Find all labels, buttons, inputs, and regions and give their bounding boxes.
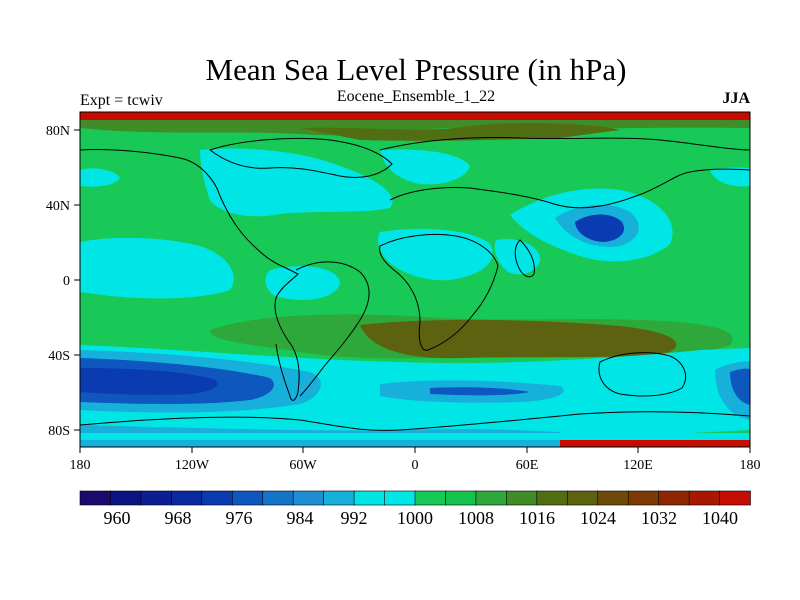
y-tick-label: 40S bbox=[48, 349, 70, 364]
y-tick-label: 0 bbox=[63, 274, 70, 289]
antarctica-coast bbox=[80, 411, 750, 431]
europe-low bbox=[380, 149, 470, 185]
map-title: Mean Sea Level Pressure (in hPa) bbox=[205, 52, 627, 87]
x-tick-label: 120E bbox=[623, 458, 653, 473]
subtropical-high-core bbox=[360, 319, 677, 359]
colorbar-swatch bbox=[110, 490, 142, 506]
africa-low bbox=[377, 228, 493, 281]
colorbar-swatch bbox=[231, 490, 264, 506]
experiment-label: Expt = tcwiv bbox=[80, 92, 163, 109]
india-low bbox=[494, 239, 540, 275]
colorbar-label: 960 bbox=[104, 508, 131, 528]
colorbar-swatch bbox=[719, 490, 751, 506]
pressure-field bbox=[80, 112, 750, 447]
colorbar-swatch bbox=[292, 490, 325, 506]
colorbar-swatch bbox=[140, 490, 173, 506]
ensemble-label: Eocene_Ensemble_1_22 bbox=[336, 88, 496, 105]
colorbar-swatch bbox=[627, 490, 660, 506]
y-tick-label: 40N bbox=[46, 199, 70, 214]
colorbar-label: 968 bbox=[165, 508, 192, 528]
colorbar-label: 1016 bbox=[519, 508, 555, 528]
colorbar-label: 984 bbox=[287, 508, 314, 528]
south-america-east-coast bbox=[295, 261, 370, 397]
colorbar-swatch bbox=[597, 490, 629, 506]
colorbar-swatch bbox=[171, 490, 203, 506]
colorbar-labels: 960 968 976 984 992 1000 1008 1016 1024 … bbox=[104, 508, 739, 528]
colorbar-swatch bbox=[536, 490, 569, 506]
australia-coast bbox=[598, 352, 686, 397]
india-coast bbox=[514, 239, 535, 278]
africa-coast bbox=[379, 233, 499, 351]
coastlines bbox=[80, 137, 750, 431]
north-america-arctic-coast bbox=[208, 137, 393, 178]
colorbar-swatch bbox=[506, 490, 538, 506]
southern-low-center-core bbox=[430, 387, 530, 396]
colorbar-swatch bbox=[353, 490, 386, 506]
colorbar-swatch bbox=[201, 490, 234, 506]
colorbar-label: 1024 bbox=[580, 508, 616, 528]
x-tick-label: 120W bbox=[175, 458, 210, 473]
colorbar-swatch bbox=[79, 490, 112, 506]
x-tick-label: 60W bbox=[289, 458, 317, 473]
y-tick-label: 80S bbox=[48, 424, 70, 439]
north-atlantic-low bbox=[200, 148, 393, 217]
colorbar-label: 976 bbox=[226, 508, 253, 528]
y-axis: 80N 40N 0 40S 80S bbox=[46, 124, 80, 439]
colorbar-swatch bbox=[323, 490, 355, 506]
colorbar-swatch bbox=[688, 490, 721, 506]
southern-low-east-core bbox=[730, 368, 750, 405]
x-tick-label: 180 bbox=[70, 458, 91, 473]
pacific-equatorial-low bbox=[80, 237, 234, 299]
asian-low-core bbox=[575, 214, 625, 242]
antarctic-edge bbox=[80, 433, 750, 440]
x-tick-label: 0 bbox=[412, 458, 419, 473]
season-label: JJA bbox=[722, 90, 750, 107]
colorbar bbox=[79, 490, 751, 506]
colorbar-label: 1000 bbox=[397, 508, 433, 528]
colorbar-swatch bbox=[445, 490, 477, 506]
americas-coast bbox=[80, 148, 300, 401]
atlantic-low bbox=[265, 266, 340, 300]
arctic-high-core bbox=[300, 123, 620, 141]
colorbar-label: 1040 bbox=[702, 508, 738, 528]
colorbar-label: 1008 bbox=[458, 508, 494, 528]
colorbar-swatch bbox=[384, 490, 416, 506]
x-tick-label: 60E bbox=[516, 458, 539, 473]
colorbar-swatch bbox=[566, 490, 599, 506]
x-tick-label: 180 bbox=[740, 458, 761, 473]
colorbar-swatch bbox=[475, 490, 508, 506]
y-tick-label: 80N bbox=[46, 124, 70, 139]
north-pacific-low-west bbox=[80, 168, 120, 187]
colorbar-label: 992 bbox=[341, 508, 368, 528]
colorbar-swatch bbox=[414, 490, 447, 506]
colorbar-label: 1032 bbox=[641, 508, 677, 528]
x-axis: 180 120W 60W 0 60E 120E 180 bbox=[70, 447, 761, 473]
colorbar-swatch bbox=[262, 490, 294, 506]
arctic-high-band bbox=[80, 120, 750, 136]
southern-low-west-deep bbox=[80, 368, 218, 395]
eurasia-south-coast bbox=[389, 168, 750, 209]
north-polar-high bbox=[80, 112, 750, 120]
colorbar-swatch bbox=[658, 490, 690, 506]
north-pacific-low-east bbox=[710, 167, 750, 187]
eurasia-north-coast bbox=[379, 137, 750, 151]
